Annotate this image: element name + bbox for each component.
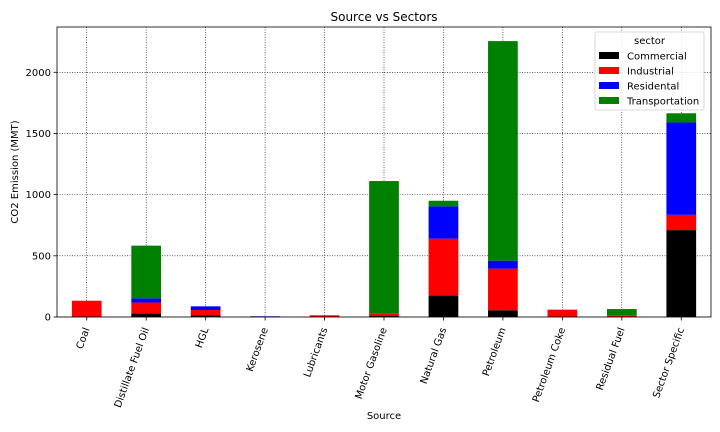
legend: sector Commercial Industrial Residental Tran… xyxy=(594,31,705,111)
legend-swatch xyxy=(599,52,619,59)
x-tick-label: Coal xyxy=(75,326,93,350)
x-tick-label: Distillate Fuel Oil xyxy=(113,326,152,409)
bar-segment xyxy=(369,316,399,317)
bars xyxy=(71,41,697,317)
x-tick-label: Petroleum xyxy=(481,326,509,377)
bar-segment xyxy=(190,310,221,316)
bar-segment xyxy=(488,260,518,269)
legend-swatch xyxy=(599,82,619,89)
bar-segment xyxy=(666,230,697,317)
bar-segment xyxy=(428,206,459,239)
y-tick-label: 0 xyxy=(45,313,51,324)
bar-segment xyxy=(488,268,518,311)
bar-segment xyxy=(428,238,459,296)
bar-segment xyxy=(428,200,459,207)
bar-segment xyxy=(666,214,697,231)
bar-segment xyxy=(71,300,102,317)
chart-title: Source vs Sectors xyxy=(330,10,437,24)
legend-label: Transportation xyxy=(626,97,699,108)
legend-title: sector xyxy=(634,36,666,47)
bar-segment xyxy=(488,41,518,261)
bar-segment xyxy=(666,113,697,123)
bar-segment xyxy=(190,306,221,311)
bar-segment xyxy=(428,295,459,317)
y-tick-label: 1500 xyxy=(26,129,51,140)
bar-segment xyxy=(309,315,340,317)
bar-segment xyxy=(250,316,280,317)
legend-swatch xyxy=(599,97,619,104)
bar-segment xyxy=(190,315,221,317)
legend-label: Residental xyxy=(627,82,679,93)
bar-segment xyxy=(131,302,162,314)
axes xyxy=(53,26,712,321)
x-tick-label: Motor Gasoline xyxy=(354,326,390,401)
bar-segment xyxy=(131,298,162,303)
x-tick-label: Lubricants xyxy=(302,326,330,379)
x-tick-label: HGL xyxy=(194,326,212,350)
y-tick-label: 1000 xyxy=(26,190,51,201)
bar-segment xyxy=(369,181,399,314)
x-tick-labels: Coal Distillate Fuel Oil HGL Kerosene Lubric… xyxy=(75,326,687,409)
y-tick-label: 500 xyxy=(32,251,51,262)
x-tick-label: Kerosene xyxy=(245,326,271,373)
legend-label: Commercial xyxy=(627,52,687,63)
bar-segment xyxy=(606,315,637,317)
x-tick-label: Natural Gas xyxy=(419,326,450,385)
x-axis-title: Source xyxy=(367,411,401,422)
y-tick-label: 2000 xyxy=(26,68,51,79)
legend-swatch xyxy=(599,67,619,74)
x-tick-label: Petroleum Coke xyxy=(531,326,568,404)
y-axis-title: CO2 Emission (MMT) xyxy=(10,120,21,223)
bar-segment xyxy=(309,315,340,316)
y-tick-labels: 0 500 1000 1500 2000 xyxy=(26,68,51,324)
bar-segment xyxy=(488,310,518,317)
plot-frame xyxy=(56,26,712,318)
bar-segment xyxy=(547,309,578,317)
x-tick-label: Sector Specific xyxy=(651,326,687,400)
bar-segment xyxy=(131,313,162,317)
x-tick-label: Residual Fuel xyxy=(595,326,628,392)
legend-label: Industrial xyxy=(627,67,674,78)
bar-segment xyxy=(606,309,637,316)
bar-segment xyxy=(666,122,697,215)
legend-box xyxy=(594,31,705,111)
bar-segment xyxy=(369,313,399,317)
bar-segment xyxy=(131,245,162,299)
